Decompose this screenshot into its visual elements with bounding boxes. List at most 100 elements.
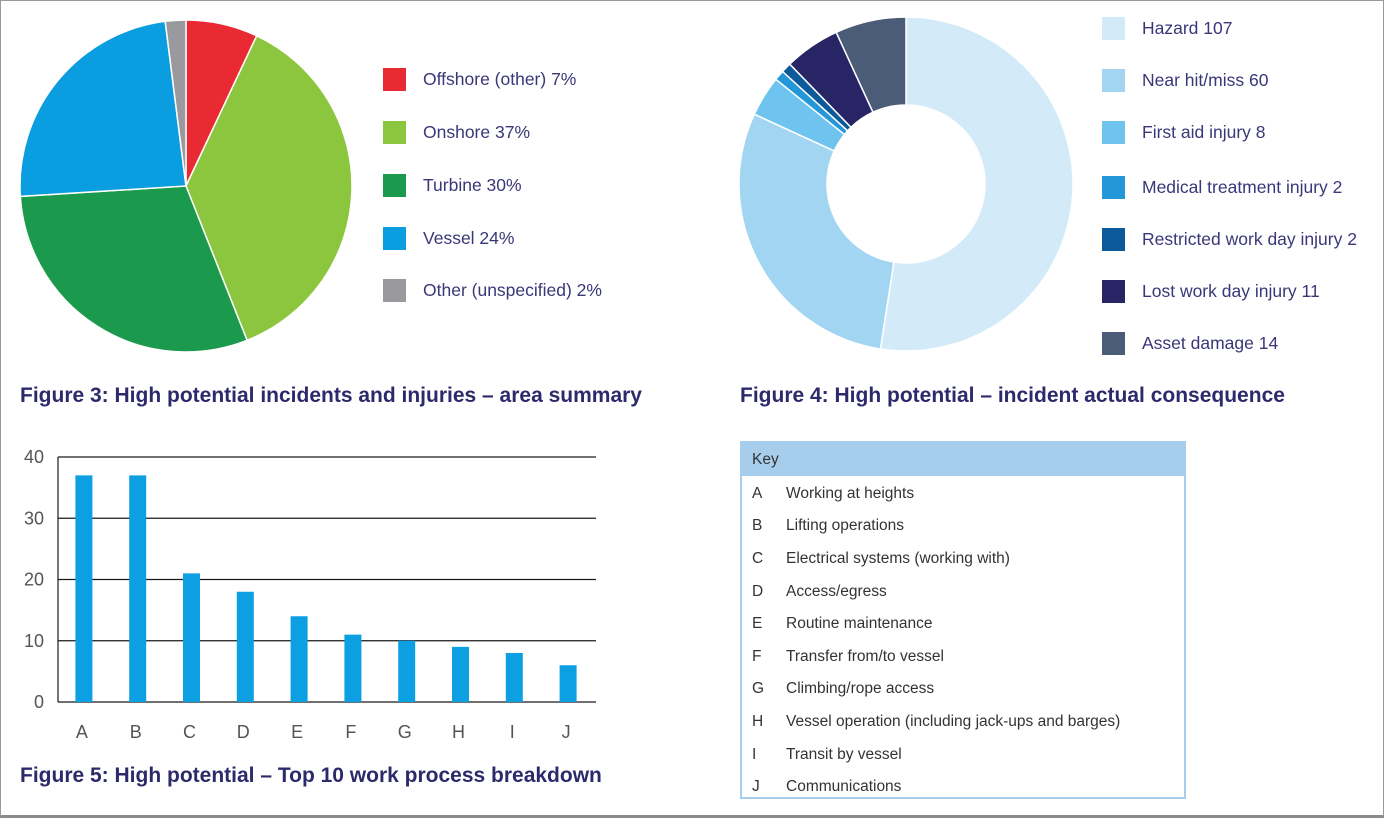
fig4-legend-swatch — [1102, 227, 1125, 251]
fig4-legend-item: Medical treatment injury 2 — [1102, 175, 1342, 199]
pie-slice-vessel — [19, 20, 187, 198]
bar-c — [183, 573, 200, 702]
bar-e — [290, 616, 308, 702]
fig4-legend-item: First aid injury 8 — [1102, 120, 1266, 144]
key-row: D Access/egress — [752, 581, 887, 603]
key-letter: J — [752, 778, 760, 795]
fig3-legend-item: Other (unspecified) 2% — [383, 278, 602, 302]
fig4-legend-item: Asset damage 14 — [1102, 331, 1278, 355]
key-text: Climbing/rope access — [786, 680, 935, 697]
key-row: J Communications — [752, 776, 901, 798]
bar-a — [75, 475, 93, 702]
figure5-caption: Figure 5: High potential – Top 10 work p… — [20, 764, 602, 787]
fig4-legend-label: First aid injury 8 — [1142, 121, 1266, 142]
fig4-legend-label: Restricted work day injury 2 — [1142, 228, 1357, 249]
key-row: H Vessel operation (including jack-ups an… — [752, 711, 1120, 733]
key-text: Transfer from/to vessel — [786, 648, 944, 665]
y-tick-label: 10 — [24, 631, 44, 651]
pie-slice-onshore — [185, 34, 353, 342]
fig3-legend-label: Offshore (other) 7% — [423, 68, 577, 89]
x-tick-label: C — [183, 722, 196, 742]
key-row: G Climbing/rope access — [752, 678, 934, 700]
key-letter: E — [752, 615, 763, 632]
fig3-legend-item: Vessel 24% — [383, 226, 514, 250]
figure3-caption: Figure 3: High potential incidents and i… — [20, 384, 642, 407]
x-tick-label: H — [452, 722, 465, 742]
fig4-legend-label: Hazard 107 — [1142, 17, 1233, 38]
key-letter: G — [752, 680, 765, 697]
fig4-legend-item: Hazard 107 — [1102, 16, 1232, 40]
key-row: I Transit by vessel — [752, 744, 902, 766]
bar-h — [452, 646, 469, 702]
fig3-legend-swatch — [383, 278, 406, 302]
x-tick-label: B — [130, 722, 142, 742]
fig3-legend-label: Vessel 24% — [423, 227, 515, 248]
bar-b — [129, 475, 147, 702]
key-text: Working at heights — [786, 485, 915, 502]
fig3-legend-label: Onshore 37% — [423, 121, 531, 142]
key-row: E Routine maintenance — [752, 613, 933, 635]
fig3-legend-label: Turbine 30% — [423, 174, 522, 195]
fig3-legend-swatch — [383, 120, 406, 144]
key-text: Communications — [786, 778, 902, 795]
key-letter: A — [752, 485, 763, 502]
key-row: B Lifting operations — [752, 515, 904, 537]
x-tick-label: E — [291, 722, 303, 742]
y-tick-label: 0 — [34, 692, 44, 712]
key-row: A Working at heights — [752, 483, 914, 505]
donut-chart-incident-consequence — [738, 16, 1074, 352]
fig3-legend-swatch — [383, 173, 406, 197]
x-tick-label: F — [345, 722, 356, 742]
figure4-caption: Figure 4: High potential – incident actu… — [740, 384, 1285, 407]
bar-chart-y-ticks: 0 10 20 30 40 — [24, 447, 44, 712]
bar-d — [236, 591, 254, 702]
fig4-legend-item: Near hit/miss 60 — [1102, 68, 1268, 92]
y-tick-label: 20 — [24, 570, 44, 590]
fig3-legend-item: Turbine 30% — [383, 173, 522, 197]
fig4-legend-label: Near hit/miss 60 — [1142, 69, 1269, 90]
bar-j — [559, 665, 577, 702]
fig4-legend-item: Restricted work day injury 2 — [1102, 227, 1357, 251]
y-tick-label: 30 — [24, 508, 44, 528]
fig4-legend-swatch — [1102, 279, 1125, 303]
fig4-legend-label: Asset damage 14 — [1142, 332, 1279, 353]
fig3-legend-swatch — [383, 226, 406, 250]
pie-slice-other-unspecified — [164, 19, 187, 187]
fig3-legend-swatch — [383, 67, 406, 91]
fig4-legend-swatch — [1102, 120, 1125, 144]
bar-f — [344, 634, 362, 702]
key-row: F Transfer from/to vessel — [752, 646, 944, 668]
fig4-legend-swatch — [1102, 331, 1125, 355]
pie-slice-turbine — [19, 185, 249, 353]
x-tick-label: J — [562, 722, 571, 742]
fig4-legend-label: Medical treatment injury 2 — [1142, 176, 1343, 197]
donut-slice-near-hit-miss — [738, 113, 895, 350]
donut-slice-asset-damage — [835, 16, 907, 114]
bar-chart-work-process — [75, 475, 577, 702]
key-letter: H — [752, 713, 764, 730]
x-tick-label: I — [510, 722, 515, 742]
fig4-legend-label: Lost work day injury 11 — [1142, 280, 1320, 301]
donut-slice-hazard — [879, 16, 1074, 352]
pie-chart-area-summary — [19, 19, 353, 353]
fig4-legend-swatch — [1102, 68, 1125, 92]
key-text: Access/egress — [786, 583, 887, 600]
fig3-legend-item: Onshore 37% — [383, 120, 530, 144]
bar-chart-x-ticks: A B C D E F G H I J — [76, 722, 571, 742]
fig4-legend-swatch — [1102, 175, 1125, 199]
key-letter: B — [752, 517, 763, 534]
fig4-legend-item: Lost work day injury 11 — [1102, 279, 1320, 303]
key-table: Key A Working at heights B Lifting operati… — [740, 441, 1186, 799]
fig3-legend-item: Offshore (other) 7% — [383, 67, 576, 91]
key-letter: D — [752, 583, 764, 600]
key-letter: F — [752, 648, 762, 665]
bar-i — [505, 653, 523, 702]
x-tick-label: G — [398, 722, 412, 742]
key-text: Vessel operation (including jack-ups and… — [786, 713, 1121, 730]
key-text: Electrical systems (working with) — [786, 550, 1010, 567]
key-letter: C — [752, 550, 764, 567]
key-letter: I — [752, 746, 757, 763]
key-row: C Electrical systems (working with) — [752, 548, 1010, 570]
key-text: Routine maintenance — [786, 615, 933, 632]
